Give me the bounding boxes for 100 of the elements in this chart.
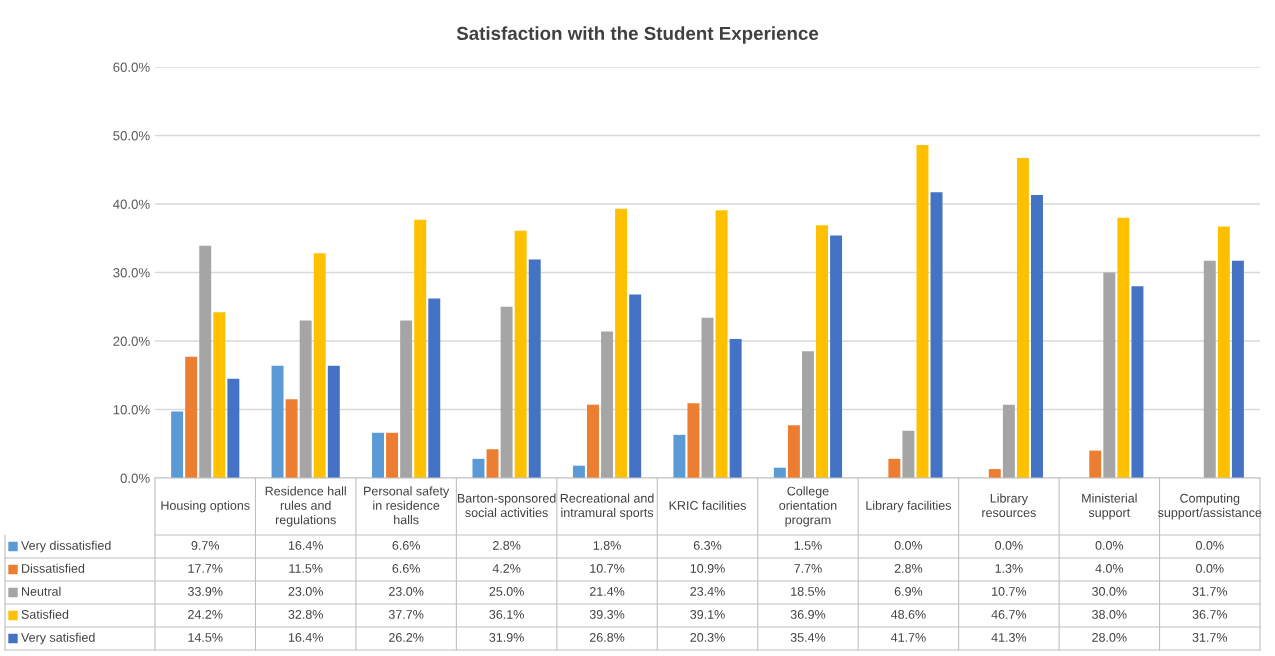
x-tick-label: Library facilities [866, 500, 952, 513]
bar [916, 145, 929, 478]
y-tick-label: 30.0% [113, 268, 150, 278]
data-label: 23.4% [690, 587, 725, 596]
data-label: 2.8% [894, 564, 923, 573]
x-tick-label: Library resources [982, 493, 1036, 518]
y-tick-label: 50.0% [113, 131, 150, 141]
bar [1089, 450, 1102, 478]
chart-title: Satisfaction with the Student Experience [456, 26, 819, 44]
y-tick-label: 20.0% [113, 336, 150, 346]
bar [400, 320, 413, 478]
bar [787, 425, 800, 478]
data-label: 0.0% [1196, 564, 1224, 573]
data-label: 36.9% [790, 610, 826, 619]
data-label: 31.7% [1192, 587, 1228, 596]
bar [902, 430, 915, 478]
data-label: 10.7% [590, 564, 625, 573]
bar [1016, 158, 1029, 478]
bar [313, 253, 326, 478]
data-label: 0.0% [1196, 541, 1224, 550]
data-label: 26.2% [389, 633, 424, 642]
bar [1117, 217, 1130, 478]
data-label: 1.3% [995, 564, 1023, 573]
x-tick-label: Residence hall rules and regulations [265, 486, 346, 527]
bar [428, 298, 441, 478]
data-label: 38.0% [1092, 610, 1127, 619]
data-label: 32.8% [288, 610, 323, 619]
data-label: 39.3% [589, 610, 625, 619]
bar [715, 210, 728, 478]
bar [213, 312, 226, 478]
data-label: 0.0% [995, 541, 1023, 550]
data-label: 33.9% [187, 587, 223, 596]
data-label: 4.2% [492, 564, 521, 573]
bar [930, 192, 943, 478]
data-label: 10.7% [992, 587, 1027, 596]
data-label: 16.4% [288, 633, 323, 642]
bar [414, 219, 427, 478]
data-label: 17.7% [188, 564, 223, 573]
y-tick-label: 40.0% [113, 199, 150, 209]
bar [1002, 404, 1015, 478]
data-label: 4.0% [1095, 564, 1124, 573]
bar [729, 338, 742, 478]
bar [1103, 272, 1116, 478]
legend-label: Dissatisfied [22, 563, 85, 573]
data-label: 21.4% [589, 587, 625, 596]
y-tick-label: 0.0% [120, 473, 150, 483]
data-label: 41.3% [991, 633, 1027, 642]
data-label: 24.2% [188, 610, 223, 619]
legend-label: Very satisfied [21, 632, 95, 645]
bar [299, 320, 312, 478]
bar [615, 208, 628, 478]
legend-label: Neutral [22, 586, 61, 596]
x-tick-label: Recreational and intramural sports [560, 493, 654, 520]
data-label: 16.4% [288, 541, 323, 550]
data-label: 11.5% [289, 564, 323, 573]
data-label: 26.8% [589, 633, 625, 642]
bar [528, 259, 541, 478]
data-label: 31.9% [489, 633, 524, 642]
data-label: 25.0% [489, 587, 524, 596]
legend-label: Very dissatisfied [21, 540, 111, 553]
data-label: 9.7% [191, 541, 220, 550]
bar [587, 404, 599, 478]
bar [1131, 286, 1144, 478]
bar [285, 399, 298, 478]
bar [1203, 260, 1216, 478]
y-tick-label: 10.0% [113, 405, 150, 415]
data-label: 46.7% [991, 610, 1027, 619]
x-tick-label: KRIC facilities [669, 500, 746, 510]
bar [386, 432, 399, 478]
data-label: 23.0% [389, 587, 424, 596]
bar [199, 245, 212, 478]
data-label: 6.3% [693, 541, 722, 550]
data-label: 6.6% [392, 541, 420, 550]
data-label: 14.5% [188, 633, 223, 642]
bar [171, 411, 184, 478]
x-tick-label: Computing support/assistance [1158, 493, 1262, 520]
bar [372, 432, 384, 478]
x-tick-label: Personal safety in residence halls [364, 486, 450, 525]
bar [185, 356, 198, 478]
data-label: 35.4% [790, 633, 826, 642]
data-label: 0.0% [1095, 541, 1124, 550]
bar [514, 230, 527, 478]
data-label: 0.0% [894, 541, 923, 550]
data-label: 1.5% [794, 541, 822, 550]
data-label: 39.1% [690, 610, 725, 619]
data-label: 20.3% [690, 633, 725, 642]
bar [673, 434, 686, 478]
bar [801, 351, 814, 478]
bar [830, 235, 843, 478]
bar [601, 331, 614, 478]
bar [1217, 226, 1230, 478]
data-label: 2.8% [492, 541, 521, 550]
x-tick-label: Barton-sponsored social activities [457, 493, 556, 518]
data-label: 30.0% [1092, 587, 1127, 596]
bar [271, 365, 284, 478]
x-tick-label: Housing options [161, 500, 250, 513]
bar [888, 458, 901, 478]
data-label: 36.1% [489, 610, 524, 619]
data-label: 1.8% [593, 541, 621, 550]
data-label: 36.7% [1192, 610, 1228, 619]
